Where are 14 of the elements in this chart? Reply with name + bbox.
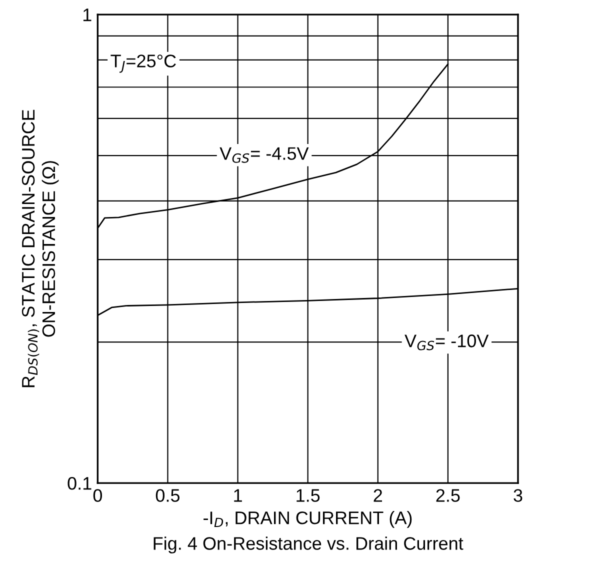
annotation: T$_{J}$=25°C [110,54,176,73]
annotation: V$_{GS}$= -4.5V [220,147,309,163]
x-tick-label: 1.5 [296,489,320,502]
x-tick-label: 3 [514,489,522,502]
x-tick-label: 2 [374,489,382,502]
x-tick-label: 1 [234,489,242,502]
annotation: V$_{GS}$= -10V [404,334,489,350]
x-tick-label: 0 [93,489,102,502]
x-tick-label: 0.5 [156,489,180,502]
y-tick-label: 0.1 [68,476,92,490]
text: Fig. 4 On-Resistance vs. Drain Current [154,536,464,554]
y-axis-title: R$_{DS(ON)}$, STATIC DRAIN-SOURCE ON-RESISTANCE (Ω) [22,110,59,388]
x-axis-title: -I$_{D}$, DRAIN CURRENT (A) [204,511,412,528]
x-tick-label: 2.5 [436,489,460,502]
